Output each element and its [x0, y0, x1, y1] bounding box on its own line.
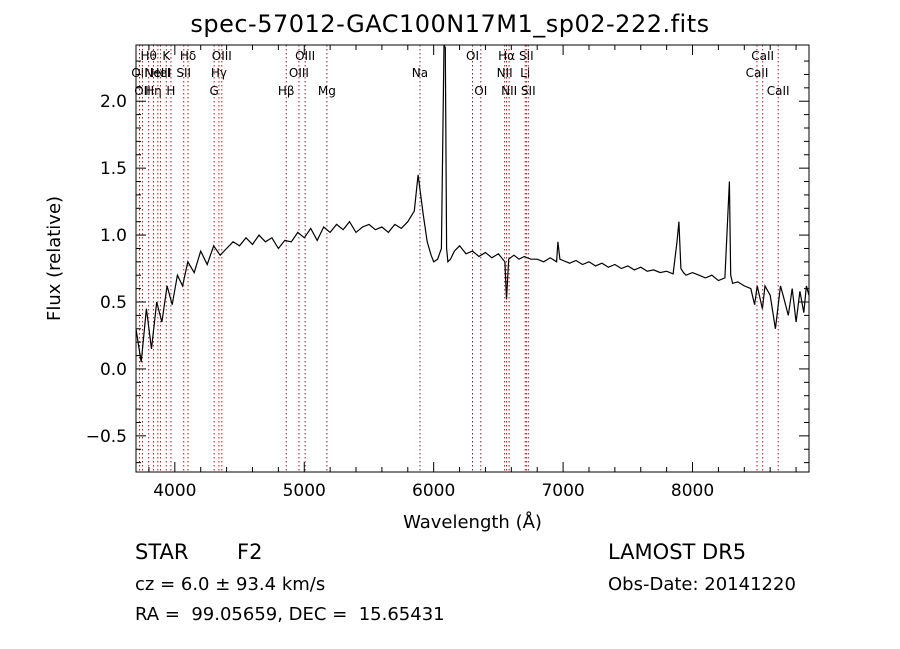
- object-class: STAR: [135, 540, 189, 564]
- marker-label: OIII: [212, 49, 232, 63]
- x-tick-label: 8000: [671, 481, 714, 501]
- object-subclass: F2: [237, 540, 263, 564]
- y-axis-label: Flux (relative): [44, 196, 65, 321]
- marker-label: OIII: [289, 66, 309, 80]
- marker-label: CaII: [746, 66, 769, 80]
- marker-label: H: [166, 84, 175, 98]
- redshift-label: cz = 6.0 ± 93.4 km/s: [135, 574, 326, 595]
- marker-label: OI: [466, 49, 479, 63]
- x-tick-label: 4000: [153, 481, 196, 501]
- marker-label: CaII: [751, 49, 774, 63]
- marker-label: OI: [474, 84, 487, 98]
- marker-label: Hα: [498, 49, 515, 63]
- x-tick-label: 7000: [541, 481, 584, 501]
- plot-frame: [135, 44, 810, 473]
- y-tick-label: 0.0: [100, 360, 127, 380]
- chart-title: spec-57012-GAC100N17M1_sp02-222.fits: [190, 10, 710, 38]
- marker-label: CaII: [767, 84, 790, 98]
- y-tick-label: 1.5: [100, 159, 127, 179]
- marker-label: Mg: [318, 84, 336, 98]
- survey-label: LAMOST DR5: [608, 540, 747, 564]
- marker-label: HeI: [150, 66, 170, 80]
- coordinates-label: RA = 99.05659, DEC = 15.65431: [135, 604, 445, 625]
- marker-label: SII: [176, 66, 191, 80]
- marker-label: K: [162, 49, 171, 63]
- marker-label: OIII: [295, 49, 315, 63]
- y-tick-label: 0.5: [100, 293, 127, 313]
- marker-label: G: [210, 84, 219, 98]
- marker-label: SII: [519, 49, 534, 63]
- marker-label: Na: [412, 66, 428, 80]
- marker-label: Hγ: [211, 66, 227, 80]
- marker-label: Hδ: [180, 49, 196, 63]
- x-tick-label: 6000: [412, 481, 455, 501]
- marker-label: NII: [501, 84, 517, 98]
- marker-label: OII: [131, 66, 148, 80]
- marker-label: Hβ: [278, 84, 295, 98]
- marker-label: NII: [497, 66, 513, 80]
- y-tick-label: 1.0: [100, 226, 127, 246]
- marker-label: Hθ: [140, 49, 156, 63]
- marker-label: NeIII: [144, 66, 171, 80]
- x-tick-label: 5000: [283, 481, 326, 501]
- marker-label: Hη: [145, 84, 162, 98]
- marker-label: SII: [521, 84, 536, 98]
- x-axis-label: Wavelength (Å): [403, 511, 542, 533]
- marker-label: Li: [520, 66, 530, 80]
- spectrum-line: [135, 44, 810, 363]
- y-tick-label: 2.0: [100, 92, 127, 112]
- obs-date-label: Obs-Date: 20141220: [608, 574, 796, 595]
- y-tick-label: −0.5: [86, 427, 127, 447]
